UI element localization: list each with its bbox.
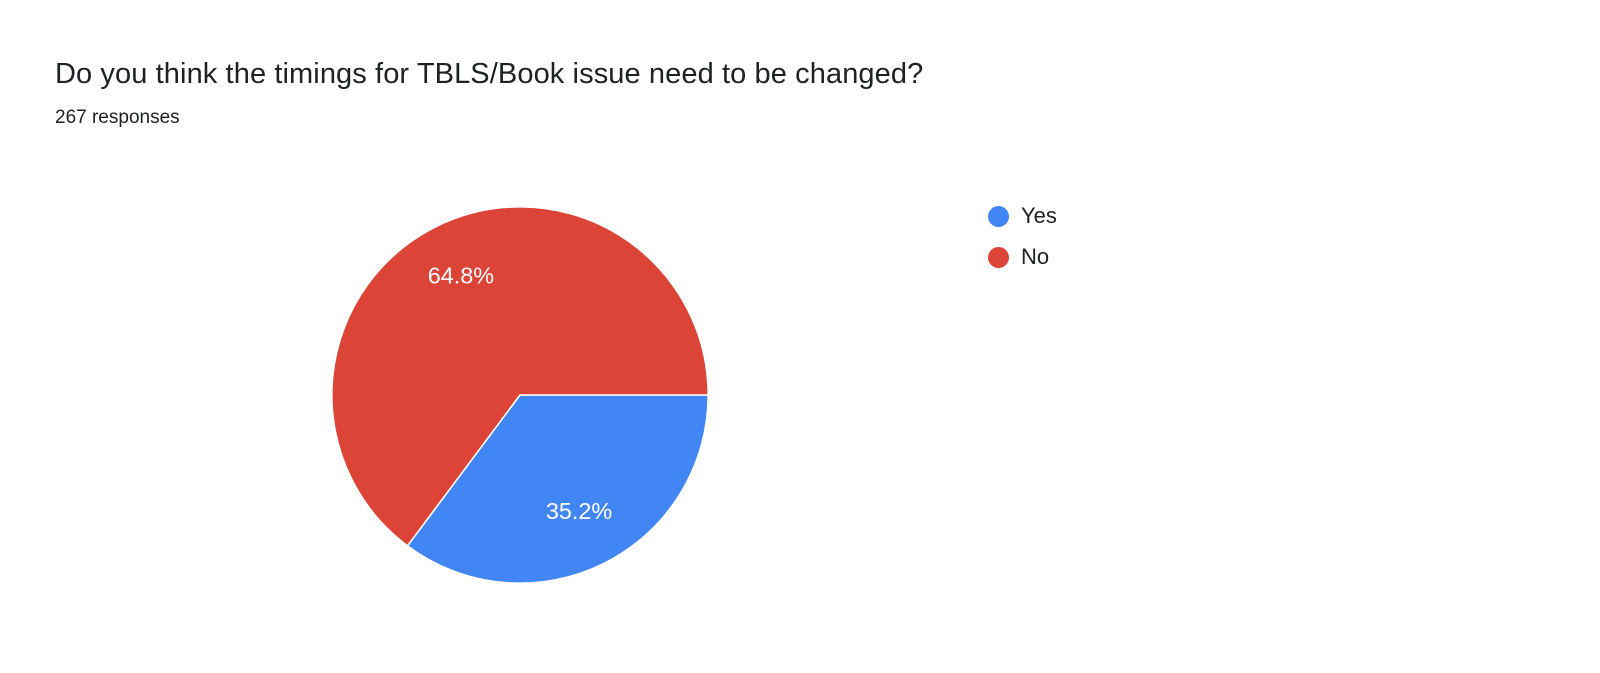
pie-chart-container: 35.2% 64.8%: [325, 200, 715, 590]
legend-item-yes: Yes: [988, 202, 1057, 230]
legend-item-no: No: [988, 243, 1057, 271]
legend-color-swatch-no: [988, 246, 1009, 268]
question-title: Do you think the timings for TBLS/Book i…: [55, 58, 924, 90]
pie-chart: 35.2% 64.8%: [331, 206, 709, 584]
legend-color-swatch-yes: [988, 205, 1009, 227]
responses-count: 267 responses: [55, 107, 180, 128]
legend-label-yes: Yes: [1021, 203, 1057, 228]
chart-legend: Yes No: [988, 202, 1057, 284]
pie-slice-no[interactable]: [331, 206, 709, 547]
pie-slice-yes[interactable]: [406, 394, 709, 584]
legend-label-no: No: [1021, 244, 1050, 269]
pie-slice-label-yes: 35.2%: [546, 498, 612, 524]
pie-slice-label-no: 64.8%: [428, 262, 494, 288]
